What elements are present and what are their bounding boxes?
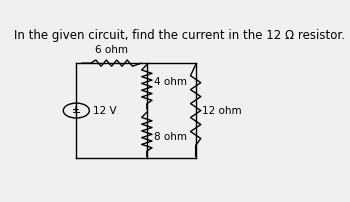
Text: 4 ohm: 4 ohm: [154, 77, 187, 87]
Text: 6 ohm: 6 ohm: [95, 45, 128, 55]
Text: −: −: [72, 108, 81, 118]
Text: 12 ohm: 12 ohm: [202, 106, 241, 116]
Text: In the given circuit, find the current in the 12 Ω resistor.: In the given circuit, find the current i…: [14, 29, 345, 42]
Text: 8 ohm: 8 ohm: [154, 132, 187, 142]
Text: 12 V: 12 V: [92, 106, 116, 116]
Text: +: +: [72, 104, 80, 114]
